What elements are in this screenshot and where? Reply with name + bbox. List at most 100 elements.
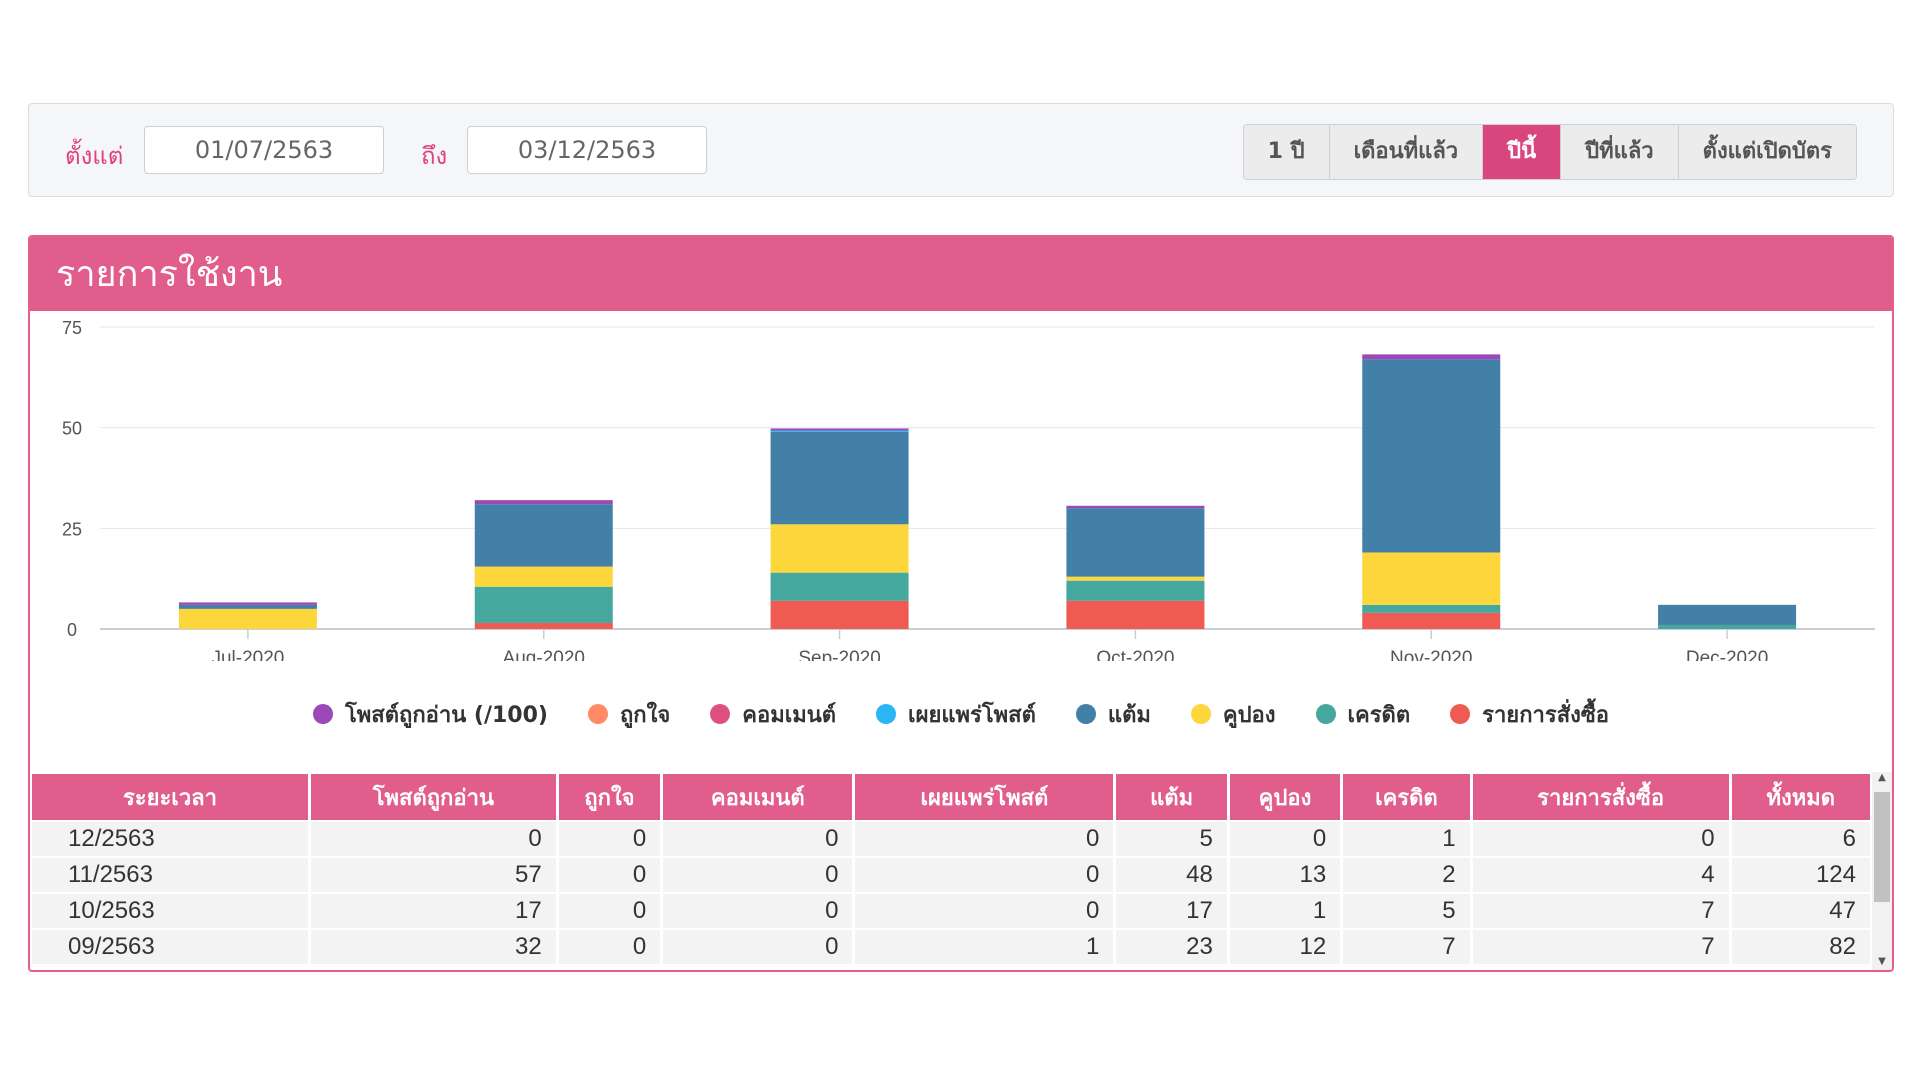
- legend-dot-icon: [1075, 704, 1096, 724]
- bar-segment-order: [1066, 600, 1205, 629]
- value-cell: 1: [1229, 894, 1341, 928]
- table-row: 11/2563 57 0 0 0 48 13 2 4 124: [32, 858, 1870, 892]
- bar-segment-credit: [1658, 624, 1797, 629]
- column-header[interactable]: เผยแพร่โพสต์: [855, 774, 1114, 820]
- legend-label: คอมเมนต์: [742, 702, 837, 728]
- value-cell: 124: [1731, 858, 1870, 892]
- value-cell: 13: [1229, 858, 1341, 892]
- legend-item-post_read[interactable]: โพสต์ถูกอ่าน (/100): [312, 697, 548, 732]
- bar-segment-points: [1658, 604, 1797, 625]
- usage-panel: รายการใช้งาน 0 25 50 75 Jul-2020 Aug-2020 Sep-…: [28, 235, 1894, 972]
- bar-segment-coupon: [474, 566, 613, 587]
- value-cell: 1: [855, 930, 1114, 964]
- x-tick-label: Dec-2020: [1686, 648, 1768, 661]
- bar-segment-points: [178, 604, 317, 609]
- value-cell: 0: [663, 858, 853, 892]
- usage-table-wrap: ระยะเวลา โพสต์ถูกอ่าน ถูกใจ คอมเมนต์ เผยแพร่…: [32, 772, 1872, 970]
- period-cell: 12/2563: [32, 822, 308, 856]
- bar-segment-post_read: [1066, 505, 1205, 509]
- value-cell: 32: [310, 930, 556, 964]
- table-row: 09/2563 32 0 0 1 23 12 7 7 82: [32, 930, 1870, 964]
- range-button-3[interactable]: ปีที่แล้ว: [1561, 125, 1679, 179]
- y-tick-label: 50: [62, 419, 82, 439]
- period-cell: 11/2563: [32, 858, 308, 892]
- value-cell: 0: [310, 822, 556, 856]
- range-button-2[interactable]: ปีนี้: [1483, 125, 1562, 179]
- table-body: 12/2563 0 0 0 0 5 0 1 0 6 11/2563 57 0 0 0 48 13 2 4 124 10/…: [32, 822, 1870, 964]
- legend-label: เครดิต: [1347, 702, 1411, 728]
- value-cell: 17: [310, 894, 556, 928]
- legend-label: แต้ม: [1107, 702, 1151, 728]
- legend-label: โพสต์ถูกอ่าน (/100): [344, 702, 548, 728]
- value-cell: 23: [1116, 930, 1227, 964]
- value-cell: 0: [855, 894, 1114, 928]
- bar-segment-credit: [1362, 604, 1501, 613]
- bar-segment-post_read: [770, 428, 909, 431]
- column-header[interactable]: คอมเมนต์: [663, 774, 853, 820]
- legend-label: รายการสั่งซื้อ: [1482, 702, 1610, 728]
- bar-segment-post_read: [474, 500, 613, 505]
- column-header[interactable]: ระยะเวลา: [32, 774, 308, 820]
- usage-chart: 0 25 50 75 Jul-2020 Aug-2020 Sep-2020 Oct-2020 N…: [30, 311, 1892, 661]
- range-button-4[interactable]: ตั้งแต่เปิดบัตร: [1678, 125, 1856, 179]
- x-tick-label: Aug-2020: [503, 648, 585, 661]
- value-cell: 7: [1472, 894, 1729, 928]
- stacked-bar-chart: 0 25 50 75 Jul-2020 Aug-2020 Sep-2020 Oct-2020 N…: [62, 318, 1875, 661]
- from-date-input[interactable]: [144, 126, 384, 174]
- bar-segment-order: [1362, 612, 1501, 629]
- y-tick-label: 25: [62, 519, 82, 539]
- value-cell: 82: [1731, 930, 1870, 964]
- value-cell: 0: [663, 930, 853, 964]
- column-header[interactable]: แต้ม: [1116, 774, 1227, 820]
- value-cell: 0: [558, 930, 661, 964]
- bar-segment-credit: [1066, 580, 1205, 601]
- legend-item-like[interactable]: ถูกใจ: [587, 697, 670, 732]
- bar-segment-order: [474, 622, 613, 629]
- y-tick-label: 0: [67, 620, 77, 640]
- legend-item-points[interactable]: แต้ม: [1075, 697, 1151, 732]
- legend-item-credit[interactable]: เครดิต: [1315, 697, 1411, 732]
- range-button-1[interactable]: เดือนที่แล้ว: [1329, 125, 1484, 179]
- value-cell: 0: [663, 822, 853, 856]
- value-cell: 5: [1116, 822, 1227, 856]
- x-tick-label: Oct-2020: [1096, 648, 1174, 661]
- column-header[interactable]: ทั้งหมด: [1731, 774, 1870, 820]
- value-cell: 0: [558, 858, 661, 892]
- y-tick-label: 75: [62, 318, 82, 338]
- column-header[interactable]: รายการสั่งซื้อ: [1472, 774, 1729, 820]
- legend-item-coupon[interactable]: คูปอง: [1190, 697, 1276, 732]
- chart-legend: โพสต์ถูกอ่าน (/100) ถูกใจ คอมเมนต์ เผยแพร่โ…: [30, 694, 1892, 734]
- value-cell: 12: [1229, 930, 1341, 964]
- column-header[interactable]: เครดิต: [1343, 774, 1470, 820]
- column-header[interactable]: คูปอง: [1229, 774, 1341, 820]
- column-header[interactable]: โพสต์ถูกอ่าน: [310, 774, 556, 820]
- legend-item-order[interactable]: รายการสั่งซื้อ: [1450, 697, 1609, 732]
- legend-item-share[interactable]: เผยแพร่โพสต์: [876, 697, 1036, 732]
- value-cell: 7: [1472, 930, 1729, 964]
- legend-dot-icon: [710, 704, 731, 724]
- legend-dot-icon: [1450, 704, 1471, 724]
- scroll-down-arrow-icon[interactable]: ▼: [1878, 956, 1886, 967]
- legend-dot-icon: [312, 704, 333, 724]
- bar-segment-order: [770, 600, 909, 629]
- bar-segment-coupon: [178, 608, 317, 629]
- value-cell: 0: [855, 822, 1114, 856]
- legend-item-comment[interactable]: คอมเมนต์: [710, 697, 836, 732]
- bar-segment-points: [770, 431, 909, 525]
- to-date-input[interactable]: [467, 126, 707, 174]
- date-filter-bar: ตั้งแต่ ถึง 1 ปีเดือนที่แล้วปีนี้ปีที่แล…: [28, 103, 1894, 197]
- period-cell: 10/2563: [32, 894, 308, 928]
- scroll-thumb[interactable]: [1874, 792, 1890, 902]
- table-scrollbar[interactable]: ▲ ▼: [1872, 772, 1892, 970]
- legend-dot-icon: [1190, 704, 1211, 724]
- period-cell: 09/2563: [32, 930, 308, 964]
- value-cell: 48: [1116, 858, 1227, 892]
- bar-segment-post_read: [178, 602, 317, 605]
- value-cell: 7: [1343, 930, 1470, 964]
- value-cell: 1: [1343, 822, 1470, 856]
- bar-segment-share: [770, 430, 909, 432]
- column-header[interactable]: ถูกใจ: [558, 774, 661, 820]
- range-button-0[interactable]: 1 ปี: [1243, 125, 1330, 179]
- scroll-up-arrow-icon[interactable]: ▲: [1878, 772, 1886, 783]
- bar-segment-coupon: [1066, 576, 1205, 581]
